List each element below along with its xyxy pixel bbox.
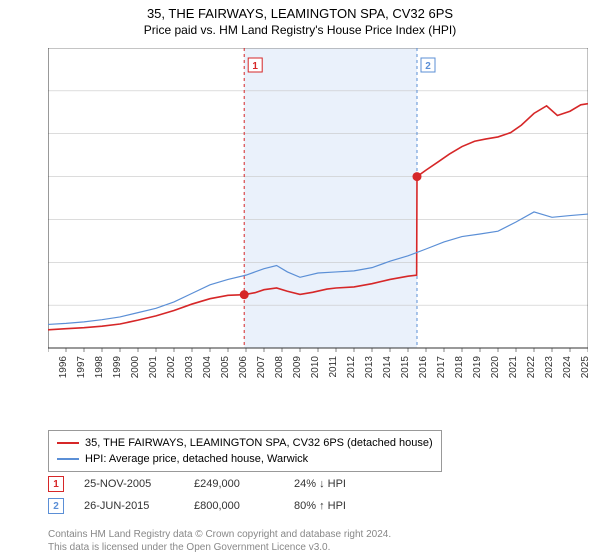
svg-text:2018: 2018 <box>454 356 465 379</box>
sale-pct: 24% ↓ HPI <box>294 478 394 490</box>
footnote: Contains HM Land Registry data © Crown c… <box>48 528 391 554</box>
sale-price: £249,000 <box>194 478 274 490</box>
svg-text:2010: 2010 <box>310 356 321 379</box>
svg-text:2022: 2022 <box>526 356 537 379</box>
sale-marker-icon: 2 <box>48 498 64 514</box>
price-chart: £0£200K£400K£600K£800K£1M£1.2M£1.4M19951… <box>48 48 588 388</box>
svg-text:2021: 2021 <box>508 356 519 379</box>
svg-text:2019: 2019 <box>472 356 483 379</box>
legend: 35, THE FAIRWAYS, LEAMINGTON SPA, CV32 6… <box>48 430 442 472</box>
svg-text:2009: 2009 <box>292 356 303 379</box>
legend-label: 35, THE FAIRWAYS, LEAMINGTON SPA, CV32 6… <box>85 435 433 451</box>
svg-text:2003: 2003 <box>184 356 195 379</box>
sale-marker-num: 1 <box>53 479 59 490</box>
svg-text:2007: 2007 <box>256 356 267 379</box>
sale-pct: 80% ↑ HPI <box>294 500 394 512</box>
svg-text:2006: 2006 <box>238 356 249 379</box>
svg-text:2: 2 <box>425 61 431 72</box>
svg-text:2000: 2000 <box>130 356 141 379</box>
svg-text:2001: 2001 <box>148 356 159 379</box>
svg-text:2002: 2002 <box>166 356 177 379</box>
svg-text:2012: 2012 <box>346 356 357 379</box>
legend-swatch <box>57 442 79 444</box>
sale-date: 25-NOV-2005 <box>84 478 174 490</box>
svg-text:1997: 1997 <box>76 356 87 379</box>
sale-marker-num: 2 <box>53 501 59 512</box>
svg-text:2020: 2020 <box>490 356 501 379</box>
svg-text:2005: 2005 <box>220 356 231 379</box>
svg-text:1: 1 <box>252 61 258 72</box>
footnote-line: Contains HM Land Registry data © Crown c… <box>48 528 391 541</box>
sales-table: 1 25-NOV-2005 £249,000 24% ↓ HPI 2 26-JU… <box>48 476 394 520</box>
legend-row: 35, THE FAIRWAYS, LEAMINGTON SPA, CV32 6… <box>57 435 433 451</box>
sale-price: £800,000 <box>194 500 274 512</box>
svg-text:2004: 2004 <box>202 356 213 379</box>
svg-text:2024: 2024 <box>562 356 573 379</box>
svg-text:2017: 2017 <box>436 356 447 379</box>
svg-text:2013: 2013 <box>364 356 375 379</box>
svg-text:2025: 2025 <box>580 356 588 379</box>
sale-row: 1 25-NOV-2005 £249,000 24% ↓ HPI <box>48 476 394 492</box>
svg-text:1999: 1999 <box>112 356 123 379</box>
sale-row: 2 26-JUN-2015 £800,000 80% ↑ HPI <box>48 498 394 514</box>
svg-text:2015: 2015 <box>400 356 411 379</box>
sale-date: 26-JUN-2015 <box>84 500 174 512</box>
legend-swatch <box>57 458 79 460</box>
svg-text:2014: 2014 <box>382 356 393 379</box>
svg-text:2016: 2016 <box>418 356 429 379</box>
svg-text:2023: 2023 <box>544 356 555 379</box>
address-title: 35, THE FAIRWAYS, LEAMINGTON SPA, CV32 6… <box>0 6 600 21</box>
chart-subtitle: Price paid vs. HM Land Registry's House … <box>0 23 600 37</box>
title-block: 35, THE FAIRWAYS, LEAMINGTON SPA, CV32 6… <box>0 0 600 37</box>
sale-marker-icon: 1 <box>48 476 64 492</box>
svg-text:1998: 1998 <box>94 356 105 379</box>
legend-row: HPI: Average price, detached house, Warw… <box>57 451 433 467</box>
svg-text:2011: 2011 <box>328 356 339 378</box>
svg-text:1995: 1995 <box>48 356 51 379</box>
svg-text:2008: 2008 <box>274 356 285 379</box>
footnote-line: This data is licensed under the Open Gov… <box>48 541 391 554</box>
legend-label: HPI: Average price, detached house, Warw… <box>85 451 308 467</box>
svg-text:1996: 1996 <box>58 356 69 379</box>
